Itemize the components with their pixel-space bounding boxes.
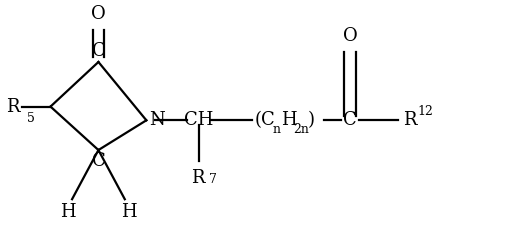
Text: (C: (C: [254, 111, 275, 129]
Text: H: H: [281, 111, 296, 129]
Text: H: H: [121, 203, 136, 221]
Text: 12: 12: [417, 105, 433, 118]
Text: ): ): [308, 111, 315, 129]
Text: 5: 5: [28, 112, 35, 125]
Text: N: N: [149, 111, 165, 129]
Text: 2n: 2n: [293, 123, 309, 136]
Text: H: H: [60, 203, 76, 221]
Text: R: R: [191, 169, 204, 188]
Text: O: O: [343, 27, 357, 45]
Text: R: R: [403, 111, 416, 129]
Text: O: O: [91, 5, 106, 23]
Text: CH: CH: [184, 111, 214, 129]
Text: C: C: [91, 42, 105, 60]
Text: 7: 7: [208, 173, 217, 186]
Text: C: C: [91, 152, 105, 170]
Text: R: R: [6, 98, 19, 116]
Text: n: n: [272, 123, 281, 136]
Text: C: C: [343, 111, 357, 129]
